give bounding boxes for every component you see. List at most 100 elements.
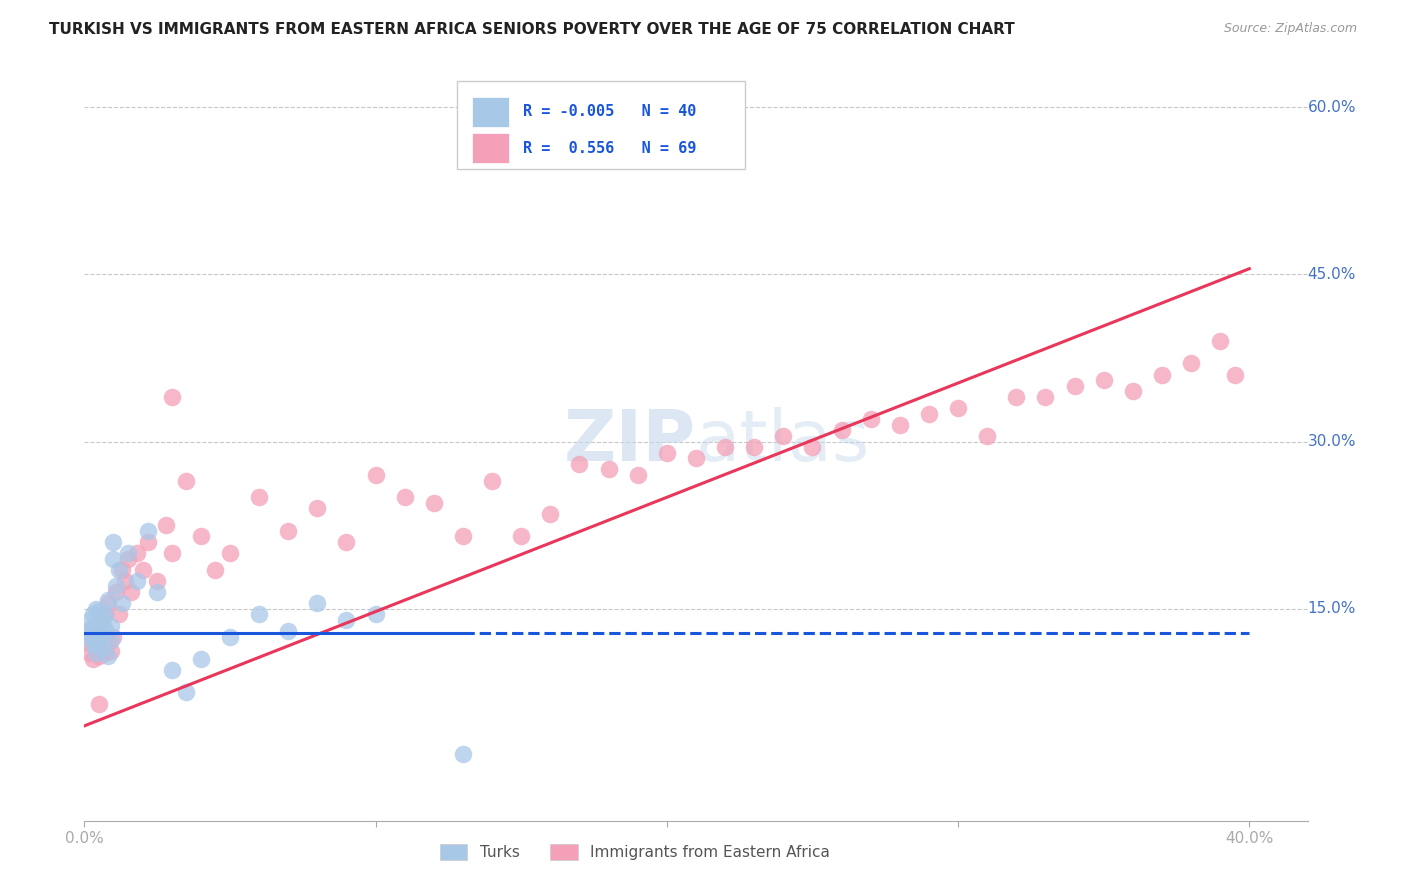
Point: [1223, 368, 1246, 382]
Point: [125, 574, 148, 588]
Point: [685, 451, 707, 466]
Point: [103, 630, 125, 644]
Point: [1035, 390, 1057, 404]
Point: [714, 440, 737, 454]
Point: [93, 607, 115, 622]
Point: [117, 551, 139, 566]
Legend: Turks, Immigrants from Eastern Africa: Turks, Immigrants from Eastern Africa: [434, 838, 835, 866]
Point: [131, 563, 153, 577]
Point: [190, 652, 212, 666]
Point: [568, 457, 591, 471]
Point: [100, 618, 122, 632]
Point: [174, 685, 197, 699]
Point: [103, 535, 125, 549]
Point: [90, 615, 112, 630]
Point: [889, 417, 911, 432]
Point: [79, 624, 101, 639]
Point: [108, 563, 131, 577]
Point: [82, 652, 104, 666]
Point: [87, 604, 110, 618]
Point: [190, 529, 212, 543]
Point: [831, 424, 853, 438]
Point: [103, 551, 125, 566]
Text: R = -0.005   N = 40: R = -0.005 N = 40: [523, 104, 697, 120]
Point: [538, 507, 561, 521]
Point: [84, 646, 107, 660]
Point: [946, 401, 969, 416]
Point: [219, 546, 242, 560]
Point: [87, 615, 110, 630]
Point: [918, 407, 941, 421]
Point: [598, 462, 620, 476]
Point: [160, 663, 183, 677]
Point: [100, 633, 122, 648]
Point: [364, 467, 387, 482]
Point: [481, 474, 503, 488]
Text: ZIP: ZIP: [564, 407, 696, 476]
Point: [247, 607, 270, 622]
Point: [93, 607, 115, 622]
Point: [82, 607, 104, 622]
Point: [1122, 384, 1144, 399]
Point: [87, 626, 110, 640]
Point: [111, 563, 134, 577]
Point: [160, 546, 183, 560]
Point: [87, 648, 110, 663]
Point: [138, 524, 160, 538]
Point: [335, 535, 357, 549]
Text: atlas: atlas: [696, 407, 870, 476]
Point: [772, 429, 794, 443]
Point: [90, 630, 112, 644]
Point: [1209, 334, 1232, 349]
Point: [79, 613, 101, 627]
Point: [155, 518, 177, 533]
Point: [335, 613, 357, 627]
Point: [114, 574, 136, 588]
Point: [451, 747, 474, 761]
Text: Source: ZipAtlas.com: Source: ZipAtlas.com: [1223, 22, 1357, 36]
Text: 60.0%: 60.0%: [1308, 100, 1355, 114]
Point: [84, 635, 107, 649]
Point: [117, 546, 139, 560]
FancyBboxPatch shape: [472, 96, 509, 127]
Point: [976, 429, 998, 443]
Point: [307, 596, 329, 610]
Point: [394, 491, 416, 505]
Point: [82, 618, 104, 632]
Point: [84, 640, 107, 655]
Point: [93, 622, 115, 636]
Point: [247, 491, 270, 505]
Point: [82, 630, 104, 644]
Point: [82, 637, 104, 651]
Point: [364, 607, 387, 622]
Point: [90, 611, 112, 625]
Text: 45.0%: 45.0%: [1308, 267, 1355, 282]
Point: [87, 697, 110, 711]
Point: [423, 496, 446, 510]
Point: [111, 596, 134, 610]
Point: [742, 440, 765, 454]
Point: [93, 646, 115, 660]
Point: [204, 563, 226, 577]
Point: [160, 390, 183, 404]
Text: 15.0%: 15.0%: [1308, 601, 1355, 616]
Point: [627, 467, 650, 482]
Point: [1150, 368, 1173, 382]
Point: [146, 585, 169, 599]
Point: [451, 529, 474, 543]
Text: TURKISH VS IMMIGRANTS FROM EASTERN AFRICA SENIORS POVERTY OVER THE AGE OF 75 COR: TURKISH VS IMMIGRANTS FROM EASTERN AFRIC…: [49, 22, 1015, 37]
Point: [1092, 373, 1115, 387]
Point: [105, 585, 128, 599]
Point: [307, 501, 329, 516]
Point: [97, 596, 120, 610]
Point: [174, 474, 197, 488]
Point: [655, 446, 678, 460]
Point: [79, 630, 101, 644]
FancyBboxPatch shape: [472, 133, 509, 163]
Point: [90, 637, 112, 651]
Point: [84, 602, 107, 616]
Point: [108, 607, 131, 622]
Point: [219, 630, 242, 644]
Point: [97, 635, 120, 649]
Point: [76, 635, 98, 649]
